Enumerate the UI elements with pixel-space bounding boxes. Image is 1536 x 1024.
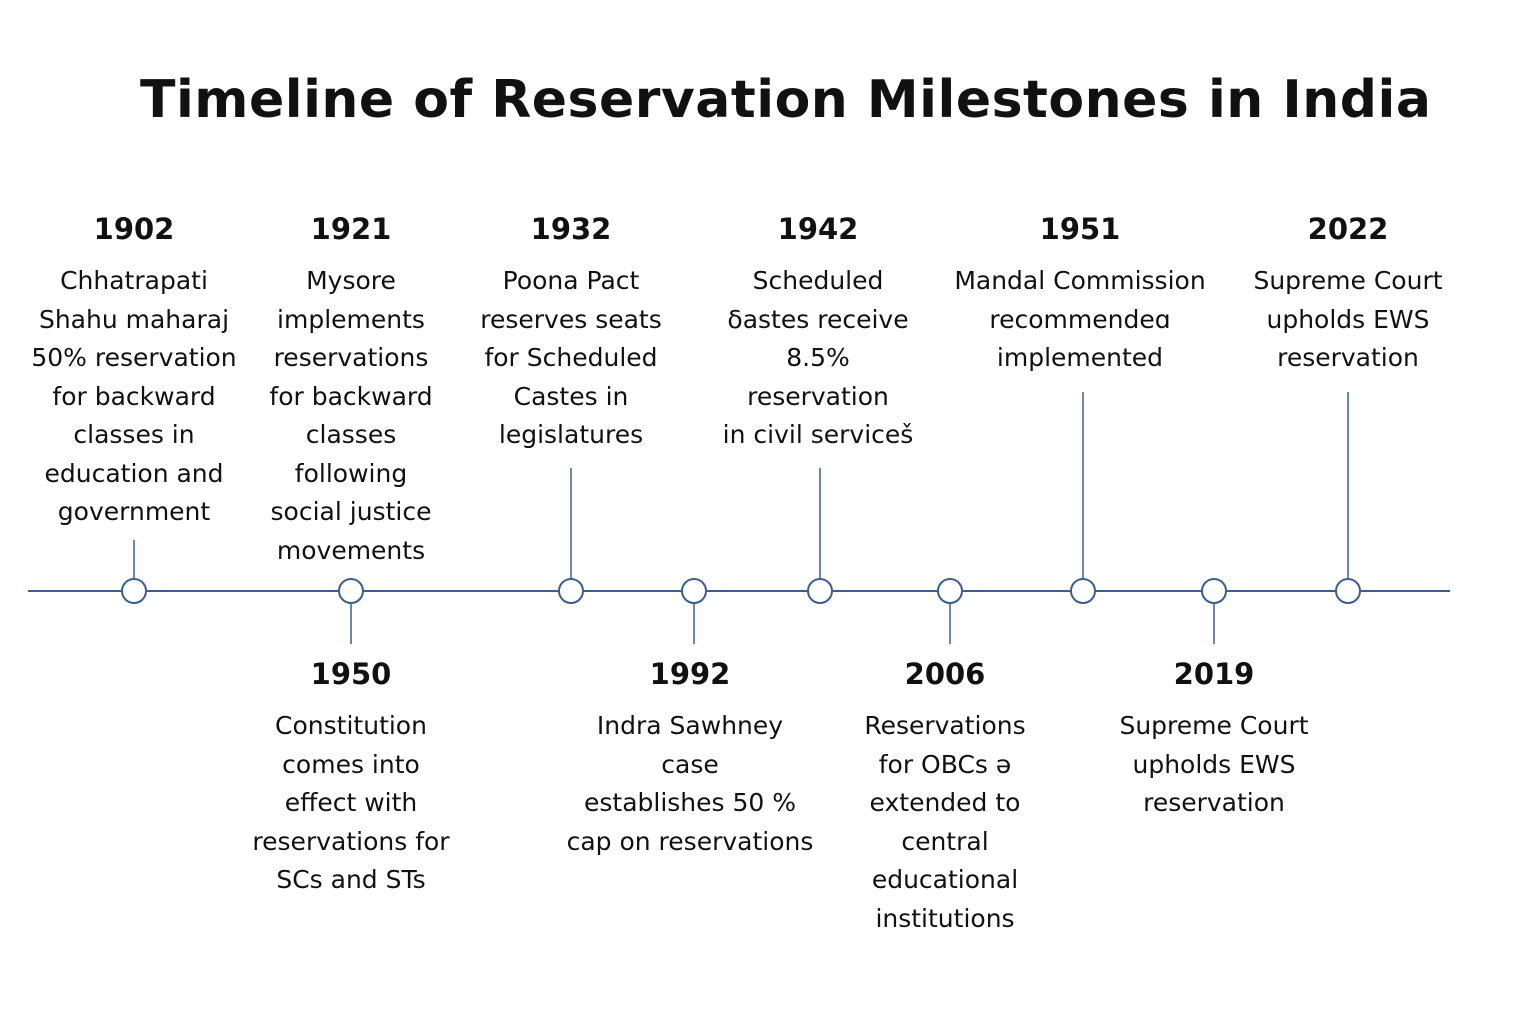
event-1942: 1942 Scheduled δastes receive 8.5% reser…	[703, 212, 933, 455]
node-2022	[1335, 578, 1361, 604]
event-year: 1942	[777, 212, 859, 246]
event-year: 1950	[310, 657, 392, 691]
node-1921-1950	[338, 578, 364, 604]
event-description: Reservations for OBCs ə extended to cent…	[864, 711, 1026, 933]
event-year: 2006	[904, 657, 986, 691]
event-year: 1932	[530, 212, 612, 246]
event-description: Mysore implements reservations for backw…	[269, 266, 433, 565]
event-year: 1951	[1039, 212, 1121, 246]
node-1992	[681, 578, 707, 604]
event-description: Scheduled δastes receive 8.5% reservatio…	[722, 266, 914, 449]
event-year: 1921	[310, 212, 392, 246]
node-1932	[558, 578, 584, 604]
event-year: 1992	[649, 657, 731, 691]
event-year: 2022	[1307, 212, 1389, 246]
event-2022: 2022 Supreme Court upholds EWS reservati…	[1233, 212, 1463, 378]
event-1902: 1902 Chhatrapati Shahu maharaj 50% reser…	[19, 212, 249, 532]
event-year: 2019	[1173, 657, 1255, 691]
page-title: Timeline of Reservation Milestones in In…	[140, 70, 1432, 130]
event-description: Constitution comes into effect with rese…	[252, 711, 450, 894]
node-1951	[1070, 578, 1096, 604]
event-year: 1902	[93, 212, 175, 246]
event-description: Indra Sawhney case establishes 50 % cap …	[566, 711, 814, 856]
event-description: Supreme Court upholds EWS reservation	[1253, 266, 1443, 372]
event-1950: 1950 Constitution comes into effect with…	[236, 657, 466, 900]
event-2019: 2019 Supreme Court upholds EWS reservati…	[1099, 657, 1329, 823]
event-1992: 1992 Indra Sawhney case establishes 50 %…	[545, 657, 835, 861]
event-1921: 1921 Mysore implements reservations for …	[236, 212, 466, 570]
event-1951: 1951 Mandal Commission recommendeɑ imple…	[935, 212, 1225, 378]
node-1902	[121, 578, 147, 604]
event-1932: 1932 Poona Pact reserves seats for Sched…	[456, 212, 686, 455]
event-description: Supreme Court upholds EWS reservation	[1119, 711, 1309, 817]
node-1942	[807, 578, 833, 604]
node-2019	[1201, 578, 1227, 604]
event-description: Mandal Commission recommendeɑ implemente…	[954, 266, 1206, 372]
event-description: Chhatrapati Shahu maharaj 50% reservatio…	[31, 266, 237, 526]
node-2006	[937, 578, 963, 604]
event-2006: 2006 Reservations for OBCs ə extended to…	[830, 657, 1060, 938]
event-description: Poona Pact reserves seats for Scheduled …	[480, 266, 662, 449]
